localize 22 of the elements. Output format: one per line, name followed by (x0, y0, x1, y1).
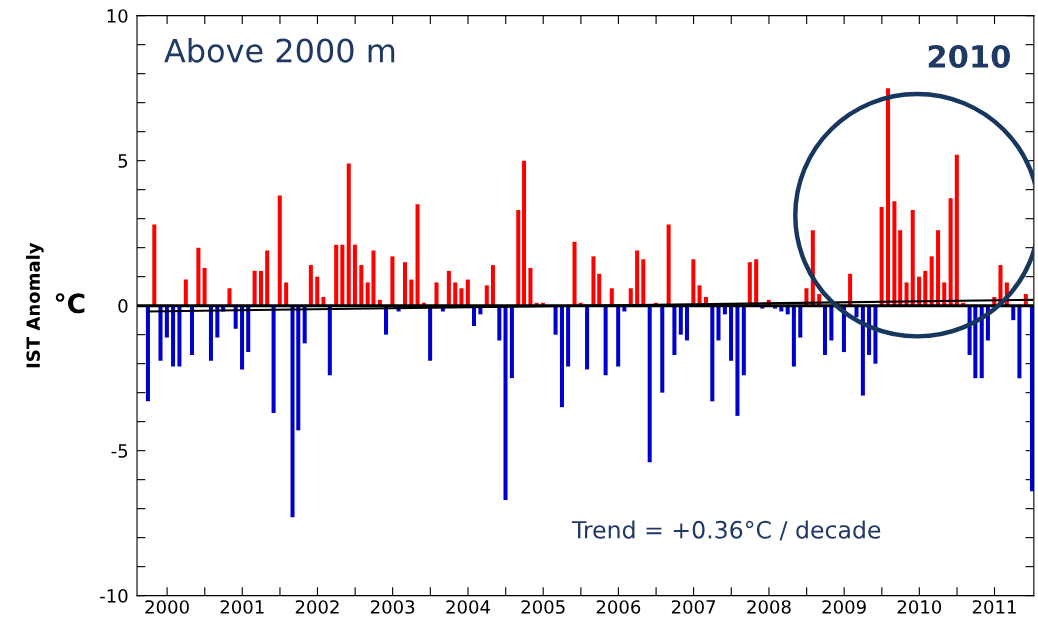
x-tick-label: 2007 (671, 600, 715, 614)
y-tick-label: 10 (107, 9, 128, 23)
x-tick-label: 2002 (295, 600, 339, 614)
y-axis-title: IST Anomaly (26, 242, 44, 368)
y-tick-label: 0 (118, 299, 128, 313)
y-tick-label: 5 (118, 154, 128, 168)
text: °C (55, 293, 85, 314)
x-tick-label: 2011 (972, 600, 1016, 614)
annotation: Trend = +0.36°C / decade (571, 520, 881, 541)
y-tick-label: -5 (111, 444, 128, 458)
x-tick-label: 2001 (220, 600, 264, 614)
x-tick-label: 2005 (521, 600, 565, 614)
x-tick-label: 2004 (446, 600, 490, 614)
x-tick-label: 2000 (145, 600, 189, 614)
x-tick-label: 2003 (370, 600, 415, 614)
x-tick-label: 2009 (822, 600, 866, 614)
x-tick-label: 2010 (897, 600, 942, 614)
x-tick-label: 2006 (596, 600, 641, 614)
annotation: 2010 (928, 44, 1010, 69)
x-tick-label: 2008 (747, 600, 791, 614)
text: Above 2000 m (164, 37, 395, 63)
y-tick-label: -10 (100, 589, 128, 603)
